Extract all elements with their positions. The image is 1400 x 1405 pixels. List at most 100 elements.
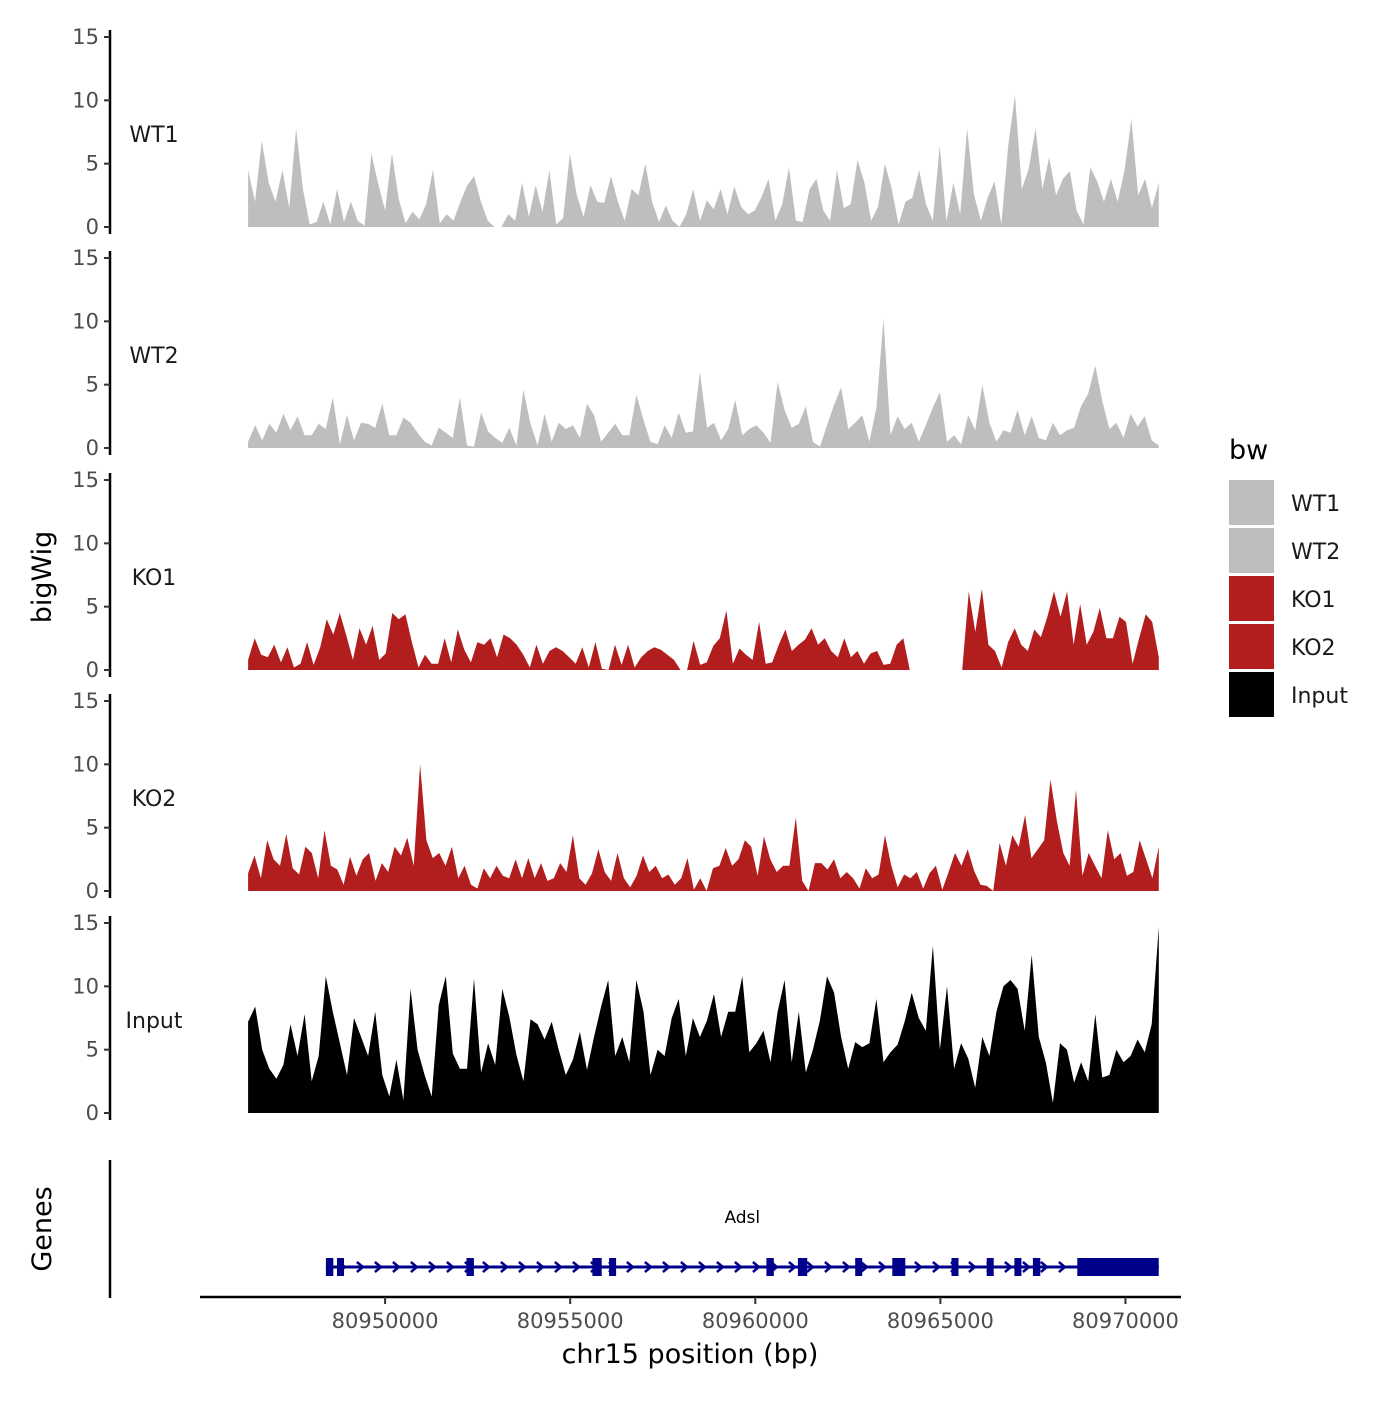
strand-arrow: [482, 1261, 491, 1273]
legend-label-wt1: WT1: [1291, 492, 1340, 517]
legend-key-input: [1229, 672, 1274, 717]
strand-arrow: [806, 1261, 815, 1273]
strand-arrow: [536, 1261, 545, 1273]
legend-title: bw: [1229, 435, 1268, 466]
track-wt2: 0 5 10 15 WT2: [72, 246, 1159, 460]
gene-exon-6: [766, 1258, 774, 1276]
y-tick-label-10: 10: [72, 752, 99, 776]
area-ko1: [248, 588, 1159, 670]
track-input: 0 5 10 15 Input: [72, 911, 1159, 1125]
strand-arrow: [914, 1261, 923, 1273]
strand-arrow: [968, 1261, 977, 1273]
y-tick-label-5: 5: [86, 1038, 99, 1062]
legend-label-ko1: KO1: [1291, 588, 1336, 613]
y-tick-label-15: 15: [72, 25, 99, 49]
genes-track-label: Genes: [27, 1186, 58, 1271]
y-tick-label-15: 15: [72, 246, 99, 270]
legend-key-ko2: [1229, 624, 1274, 669]
track-label-input: Input: [126, 1009, 183, 1034]
strand-arrow: [428, 1261, 437, 1273]
y-tick-label-10: 10: [72, 309, 99, 333]
gene-name-label: Adsl: [724, 1208, 760, 1228]
strand-arrow: [500, 1261, 509, 1273]
area-input: [248, 926, 1159, 1113]
y-tick-label-0: 0: [86, 215, 99, 239]
x-tick-label-80955000: 80955000: [517, 1309, 624, 1333]
gene-exon-5: [609, 1258, 617, 1276]
y-tick-label-5: 5: [86, 152, 99, 176]
y-tick-label-15: 15: [72, 468, 99, 492]
x-axis-title: chr15 position (bp): [562, 1339, 819, 1370]
y-tick-label-5: 5: [86, 816, 99, 840]
strand-arrow: [410, 1261, 419, 1273]
track-label-wt2: WT2: [129, 344, 178, 369]
strand-arrow: [392, 1261, 401, 1273]
track-label-ko2: KO2: [132, 787, 177, 812]
gene-exon-10: [951, 1258, 959, 1276]
gene-exon-11: [986, 1258, 994, 1276]
area-wt1: [248, 95, 1159, 227]
legend-key-ko1: [1229, 576, 1274, 621]
strand-arrow: [1058, 1261, 1067, 1273]
strand-arrow: [1004, 1261, 1013, 1273]
gene-exon-12: [1014, 1258, 1022, 1276]
track-wt1: 0 5 10 15 WT1: [72, 25, 1159, 239]
strand-arrow: [788, 1261, 797, 1273]
strand-arrow: [716, 1261, 725, 1273]
strand-arrow: [860, 1261, 869, 1273]
strand-arrow: [356, 1261, 365, 1273]
track-ko2: 0 5 10 15 KO2: [72, 689, 1159, 903]
strand-arrow: [374, 1261, 383, 1273]
legend-key-wt1: [1229, 480, 1274, 525]
strand-arrow: [698, 1261, 707, 1273]
y-tick-label-0: 0: [86, 436, 99, 460]
strand-arrow: [932, 1261, 941, 1273]
gene-exon-13: [1032, 1258, 1041, 1276]
y-tick-label-5: 5: [86, 595, 99, 619]
genes-layer: Adsl: [108, 1160, 1159, 1298]
strand-arrow: [1040, 1261, 1049, 1273]
gene-exon-2: [337, 1258, 344, 1276]
y-tick-label-10: 10: [72, 974, 99, 998]
strand-arrow: [842, 1261, 851, 1273]
strand-arrow: [644, 1261, 653, 1273]
strand-arrow: [752, 1261, 761, 1273]
y-tick-label-5: 5: [86, 373, 99, 397]
legend-key-wt2: [1229, 528, 1274, 573]
x-axis: 80950000 80955000 80960000 80965000 80970000: [200, 1295, 1181, 1333]
x-tick-label-80970000: 80970000: [1072, 1309, 1179, 1333]
y-tick-label-0: 0: [86, 879, 99, 903]
legend-label-ko2: KO2: [1291, 636, 1336, 661]
strand-arrow: [446, 1261, 455, 1273]
strand-arrow: [662, 1261, 671, 1273]
y-tick-label-15: 15: [72, 911, 99, 935]
gene-exon-3: [466, 1258, 474, 1276]
x-tick-label-80950000: 80950000: [332, 1309, 439, 1333]
gene-exon-4: [592, 1258, 602, 1276]
x-tick-label-80960000: 80960000: [702, 1309, 809, 1333]
strand-arrow: [734, 1261, 743, 1273]
gene-exon-14: [1077, 1258, 1159, 1276]
y-tick-label-10: 10: [72, 88, 99, 112]
y-tick-label-0: 0: [86, 658, 99, 682]
track-label-wt1: WT1: [129, 123, 178, 148]
gene-exon-7: [797, 1258, 808, 1276]
legend-label-wt2: WT2: [1291, 540, 1340, 565]
area-ko2: [248, 764, 1159, 891]
strand-arrow: [554, 1261, 563, 1273]
track-ko1: 0 5 10 15 KO1: [72, 468, 1159, 682]
strand-arrow: [680, 1261, 689, 1273]
strand-arrow: [878, 1261, 887, 1273]
y-tick-label-0: 0: [86, 1101, 99, 1125]
strand-arrow: [626, 1261, 635, 1273]
strand-arrow: [824, 1261, 833, 1273]
strand-arrow: [518, 1261, 527, 1273]
x-tick-label-80965000: 80965000: [887, 1309, 994, 1333]
gene-exon-1: [325, 1258, 334, 1276]
y-axis-title: bigWig: [27, 531, 58, 624]
gene-exon-8: [855, 1258, 863, 1276]
gene-exon-9: [892, 1258, 906, 1276]
strand-arrow: [572, 1261, 581, 1273]
